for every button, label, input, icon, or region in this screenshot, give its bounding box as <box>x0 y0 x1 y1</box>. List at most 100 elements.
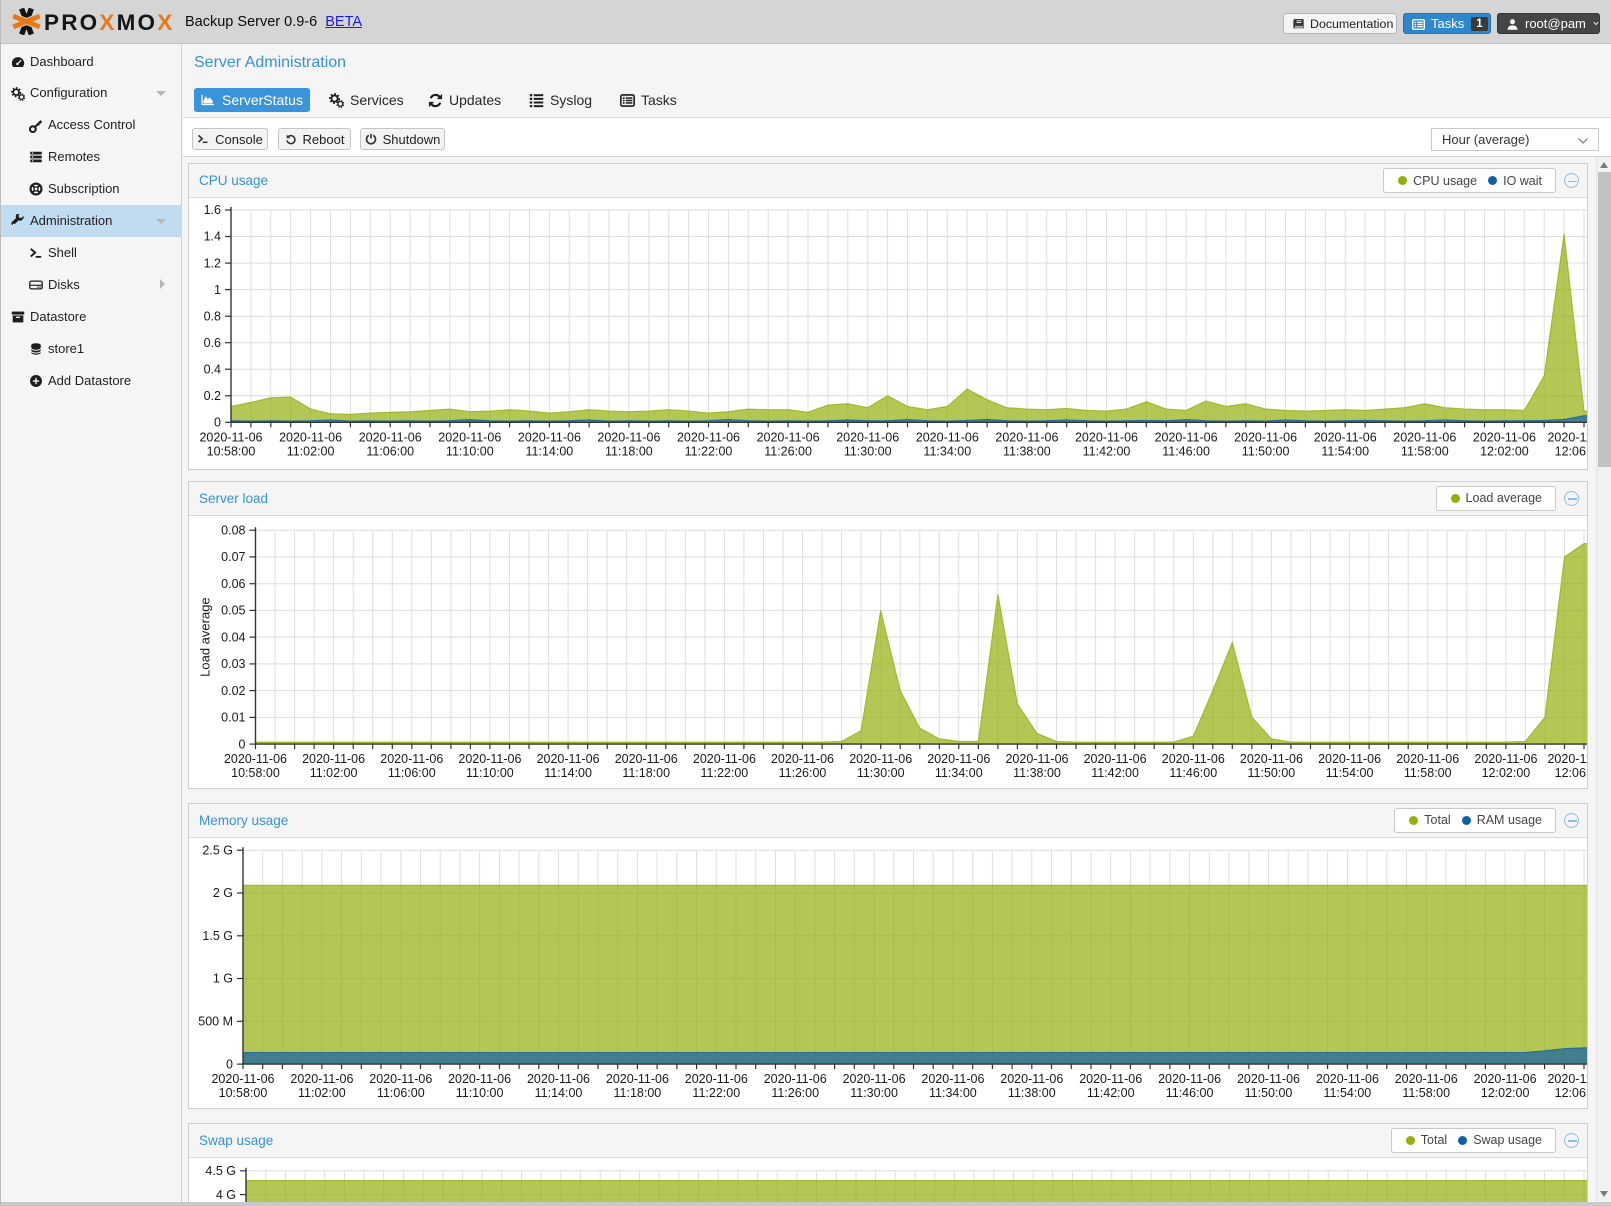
svg-text:0.06: 0.06 <box>221 576 245 590</box>
svg-text:11:30:00: 11:30:00 <box>844 444 892 458</box>
svg-text:2020-11-06: 2020-11-06 <box>1318 752 1381 766</box>
svg-text:0: 0 <box>226 1057 233 1071</box>
svg-text:500 M: 500 M <box>198 1014 233 1028</box>
svg-text:2 G: 2 G <box>213 886 233 900</box>
svg-text:2020-11-06: 2020-11-06 <box>1079 1072 1142 1086</box>
svg-text:2020-11-06: 2020-11-06 <box>771 752 834 766</box>
svg-text:2020-11-06: 2020-11-06 <box>597 430 660 444</box>
svg-text:PROXMOX: PROXMOX <box>44 10 174 35</box>
svg-text:2020-11-06: 2020-11-06 <box>527 1072 590 1086</box>
svg-text:2020-11-06: 2020-11-06 <box>677 430 740 444</box>
svg-text:2020-11-06: 2020-11-06 <box>685 1072 748 1086</box>
svg-text:11:38:00: 11:38:00 <box>1013 766 1061 780</box>
svg-text:2020-11-06: 2020-11-06 <box>211 1072 274 1086</box>
svg-text:10:58:00: 10:58:00 <box>219 1086 268 1100</box>
svg-text:11:46:00: 11:46:00 <box>1166 1086 1214 1100</box>
svg-text:11:14:00: 11:14:00 <box>526 444 574 458</box>
svg-text:Load average: Load average <box>198 597 213 677</box>
svg-text:2020-11-06: 2020-11-06 <box>359 430 422 444</box>
svg-text:2020-11-06: 2020-11-06 <box>1314 430 1377 444</box>
svg-text:11:02:00: 11:02:00 <box>287 444 335 458</box>
svg-text:2020-11-06: 2020-11-06 <box>1395 1072 1458 1086</box>
svg-text:2020-11-06: 2020-11-06 <box>1474 1072 1537 1086</box>
svg-text:12:06:00: 12:06:00 <box>1555 444 1587 458</box>
svg-text:12:06:00: 12:06:00 <box>1555 766 1587 780</box>
svg-text:2020-11-06: 2020-11-06 <box>1473 430 1536 444</box>
svg-text:11:50:00: 11:50:00 <box>1248 766 1296 780</box>
svg-text:1.6: 1.6 <box>204 203 221 217</box>
svg-text:11:46:00: 11:46:00 <box>1169 766 1217 780</box>
svg-text:2020-11-06: 2020-11-06 <box>1547 430 1587 444</box>
svg-text:11:58:00: 11:58:00 <box>1402 1086 1450 1100</box>
svg-text:2020-11-06: 2020-11-06 <box>693 752 756 766</box>
svg-text:0.01: 0.01 <box>221 710 245 724</box>
svg-text:11:02:00: 11:02:00 <box>310 766 358 780</box>
svg-text:2020-11-06: 2020-11-06 <box>1000 1072 1063 1086</box>
svg-text:11:46:00: 11:46:00 <box>1162 444 1210 458</box>
svg-text:2020-11-06: 2020-11-06 <box>995 430 1058 444</box>
svg-text:2020-11-06: 2020-11-06 <box>1158 1072 1221 1086</box>
svg-text:12:02:00: 12:02:00 <box>1480 444 1529 458</box>
svg-text:11:06:00: 11:06:00 <box>388 766 436 780</box>
svg-text:11:58:00: 11:58:00 <box>1401 444 1449 458</box>
svg-text:12:02:00: 12:02:00 <box>1482 766 1531 780</box>
svg-text:2020-11-06: 2020-11-06 <box>1396 752 1459 766</box>
svg-text:0: 0 <box>214 416 221 430</box>
svg-text:11:58:00: 11:58:00 <box>1404 766 1452 780</box>
svg-text:12:02:00: 12:02:00 <box>1481 1086 1530 1100</box>
svg-text:11:06:00: 11:06:00 <box>366 444 414 458</box>
svg-text:4.5 G: 4.5 G <box>205 1164 236 1178</box>
svg-text:11:42:00: 11:42:00 <box>1083 444 1131 458</box>
svg-text:11:50:00: 11:50:00 <box>1245 1086 1293 1100</box>
svg-text:11:18:00: 11:18:00 <box>605 444 653 458</box>
svg-text:11:10:00: 11:10:00 <box>446 444 494 458</box>
svg-text:2020-11-06: 2020-11-06 <box>199 430 262 444</box>
svg-text:11:10:00: 11:10:00 <box>456 1086 504 1100</box>
svg-text:4 G: 4 G <box>216 1187 236 1201</box>
svg-text:0.07: 0.07 <box>221 550 245 564</box>
svg-text:2020-11-06: 2020-11-06 <box>1474 752 1537 766</box>
svg-text:2020-11-06: 2020-11-06 <box>537 752 600 766</box>
svg-text:2020-11-06: 2020-11-06 <box>615 752 678 766</box>
svg-text:1.4: 1.4 <box>204 230 221 244</box>
svg-text:2020-11-06: 2020-11-06 <box>1547 1072 1587 1086</box>
svg-text:11:06:00: 11:06:00 <box>377 1086 425 1100</box>
svg-text:2020-11-06: 2020-11-06 <box>764 1072 827 1086</box>
svg-text:11:42:00: 11:42:00 <box>1091 766 1139 780</box>
svg-text:0.08: 0.08 <box>221 523 245 537</box>
svg-text:2020-11-06: 2020-11-06 <box>1547 752 1587 766</box>
svg-text:0.02: 0.02 <box>221 683 245 697</box>
svg-text:11:22:00: 11:22:00 <box>701 766 749 780</box>
svg-text:2020-11-06: 2020-11-06 <box>458 752 521 766</box>
svg-text:2020-11-06: 2020-11-06 <box>290 1072 353 1086</box>
svg-text:2020-11-06: 2020-11-06 <box>438 430 501 444</box>
svg-text:2020-11-06: 2020-11-06 <box>302 752 365 766</box>
svg-text:11:30:00: 11:30:00 <box>857 766 905 780</box>
svg-text:0.03: 0.03 <box>221 657 245 671</box>
svg-text:2020-11-06: 2020-11-06 <box>518 430 581 444</box>
svg-text:2020-11-06: 2020-11-06 <box>1075 430 1138 444</box>
svg-text:11:34:00: 11:34:00 <box>923 444 971 458</box>
svg-text:10:58:00: 10:58:00 <box>207 444 256 458</box>
svg-text:1 G: 1 G <box>213 971 233 985</box>
svg-text:11:14:00: 11:14:00 <box>535 1086 583 1100</box>
svg-text:11:26:00: 11:26:00 <box>764 444 812 458</box>
svg-text:11:22:00: 11:22:00 <box>692 1086 740 1100</box>
svg-text:10:58:00: 10:58:00 <box>231 766 280 780</box>
svg-text:2020-11-06: 2020-11-06 <box>1155 430 1218 444</box>
svg-text:2020-11-06: 2020-11-06 <box>849 752 912 766</box>
svg-text:2020-11-06: 2020-11-06 <box>757 430 820 444</box>
svg-text:11:14:00: 11:14:00 <box>544 766 592 780</box>
svg-text:11:34:00: 11:34:00 <box>929 1086 977 1100</box>
svg-text:11:54:00: 11:54:00 <box>1321 444 1369 458</box>
svg-text:11:54:00: 11:54:00 <box>1326 766 1374 780</box>
svg-text:2020-11-06: 2020-11-06 <box>836 430 899 444</box>
svg-text:0.04: 0.04 <box>221 630 245 644</box>
svg-text:11:26:00: 11:26:00 <box>771 1086 819 1100</box>
svg-text:2020-11-06: 2020-11-06 <box>380 752 443 766</box>
svg-text:2020-11-06: 2020-11-06 <box>1240 752 1303 766</box>
svg-text:11:50:00: 11:50:00 <box>1242 444 1290 458</box>
svg-text:2020-11-06: 2020-11-06 <box>1005 752 1068 766</box>
svg-text:11:26:00: 11:26:00 <box>779 766 827 780</box>
svg-text:2020-11-06: 2020-11-06 <box>1162 752 1225 766</box>
